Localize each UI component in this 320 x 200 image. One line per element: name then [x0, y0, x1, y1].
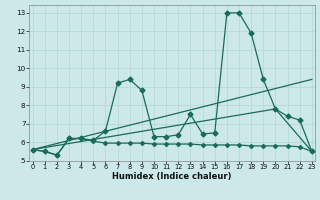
X-axis label: Humidex (Indice chaleur): Humidex (Indice chaleur): [113, 172, 232, 181]
